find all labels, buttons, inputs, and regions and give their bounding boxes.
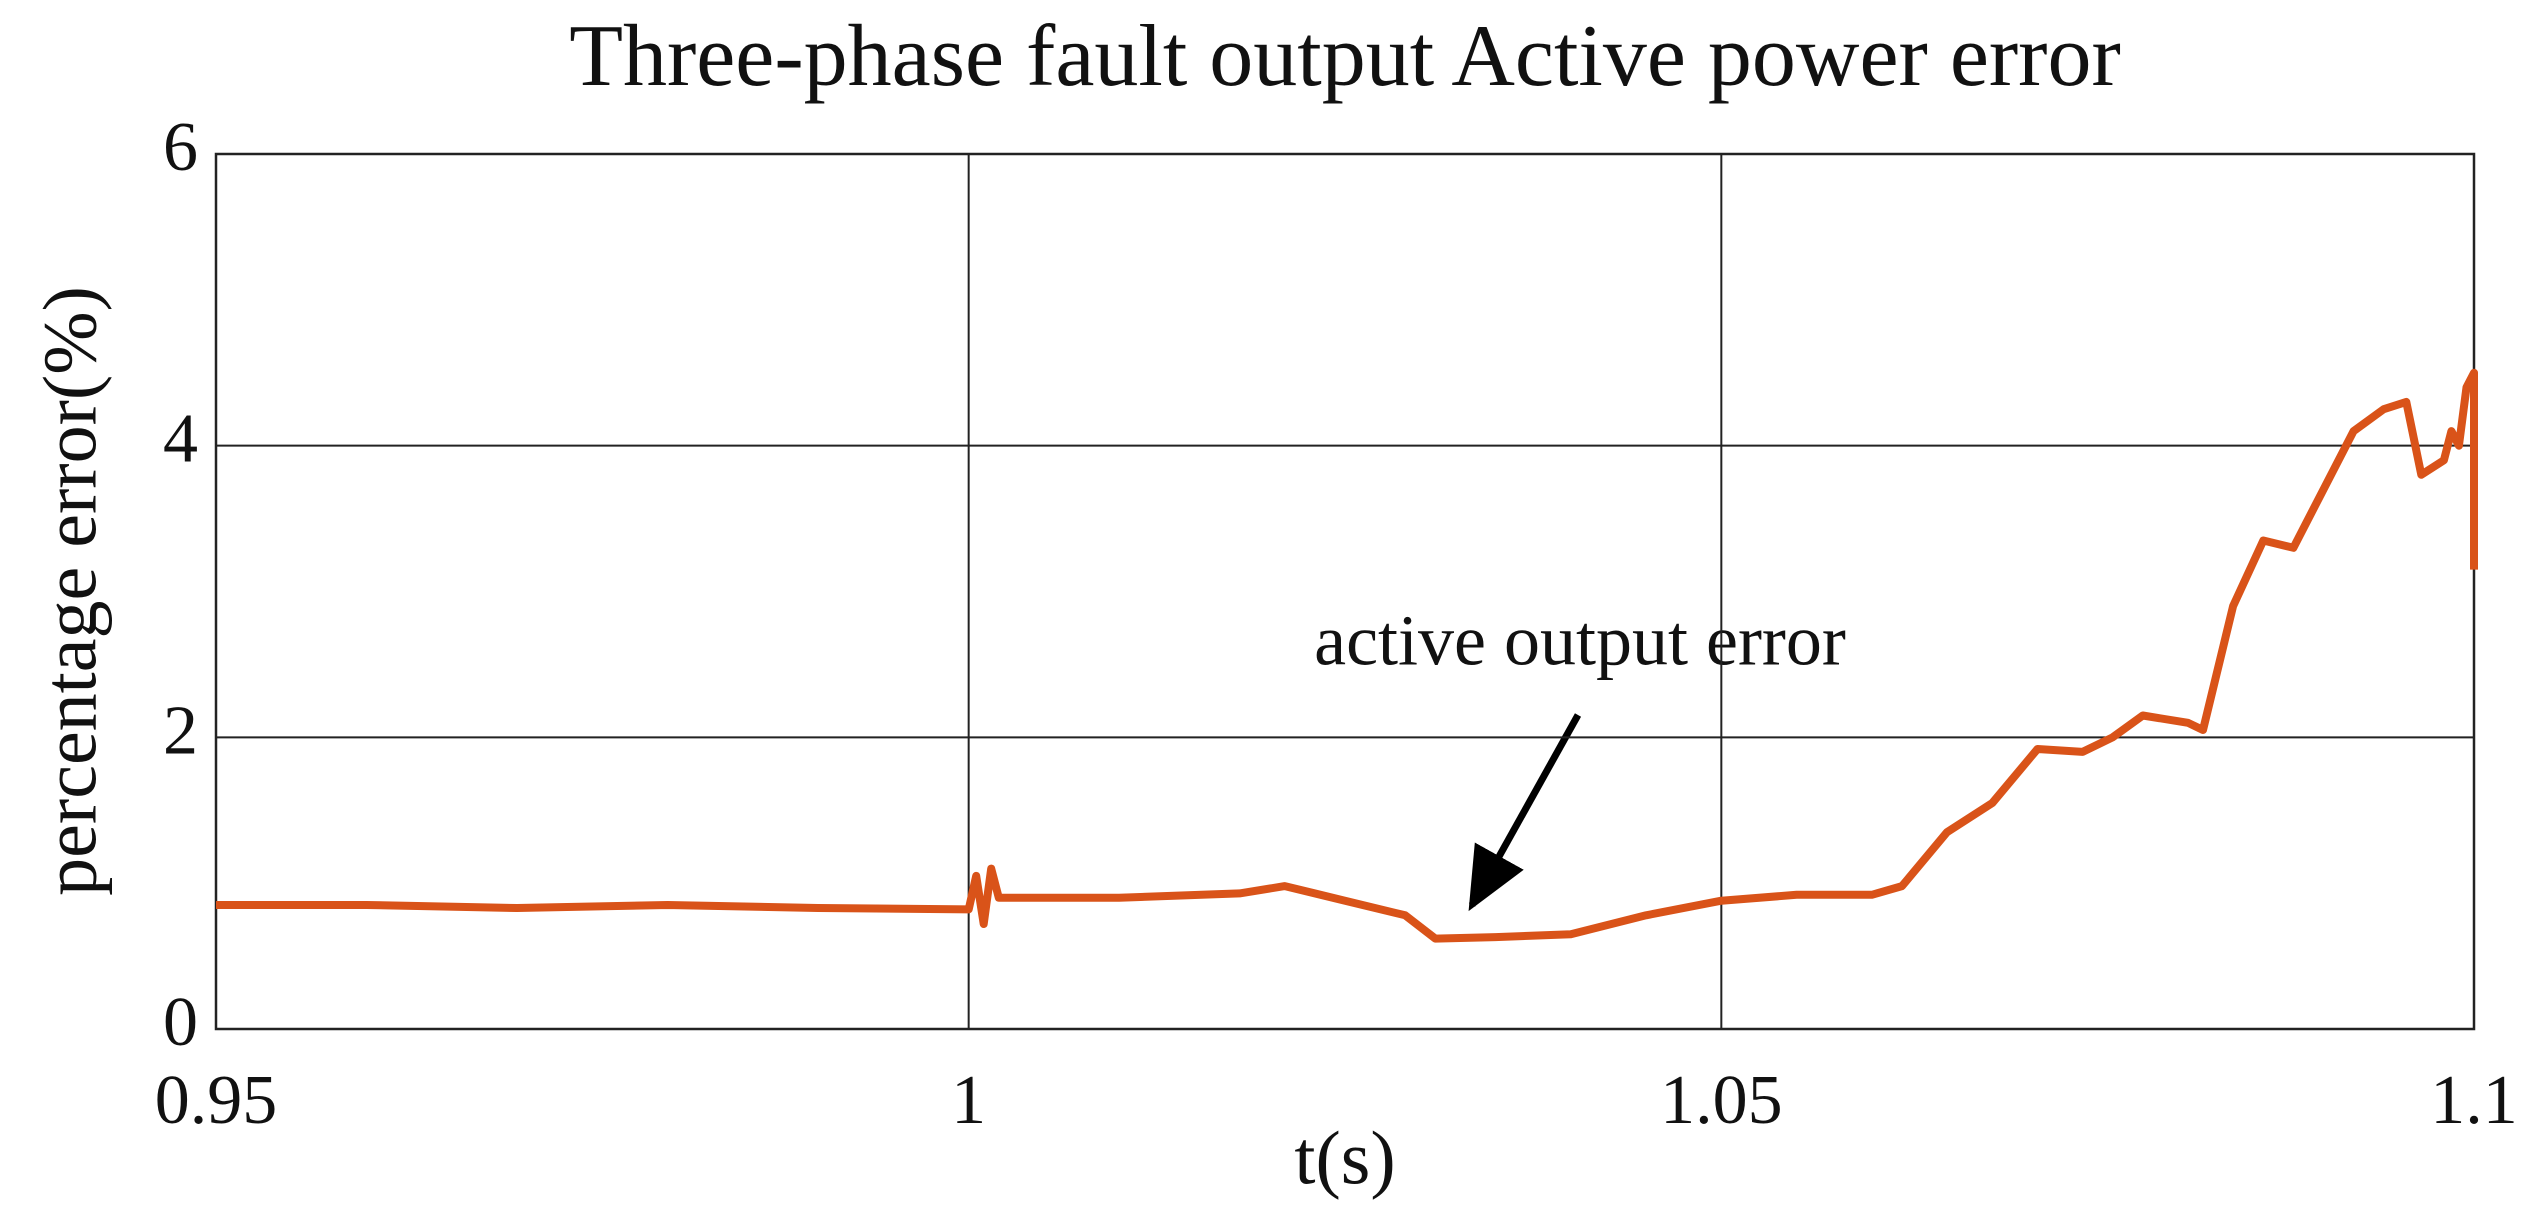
x-tick-label: 0.95	[155, 1062, 278, 1139]
chart-title: Three-phase fault output Active power er…	[569, 8, 2121, 105]
y-tick-label: 2	[163, 692, 198, 769]
x-tick-label: 1	[951, 1062, 986, 1139]
annotation-arrow	[1468, 713, 1582, 912]
data-line	[216, 368, 2478, 943]
y-tick-label: 0	[163, 984, 198, 1061]
y-tick-label: 4	[163, 401, 198, 478]
annotation: active output error	[1314, 601, 1846, 681]
x-tick-label: 1.05	[1660, 1062, 1783, 1139]
x-axis-label: t(s)	[1294, 1116, 1395, 1200]
y-axis-label: percentage error(%)	[28, 286, 112, 896]
y-tick-label: 6	[163, 109, 198, 186]
plot-frame	[214, 152, 2476, 1031]
x-tick-label: 1.1	[2430, 1062, 2518, 1139]
